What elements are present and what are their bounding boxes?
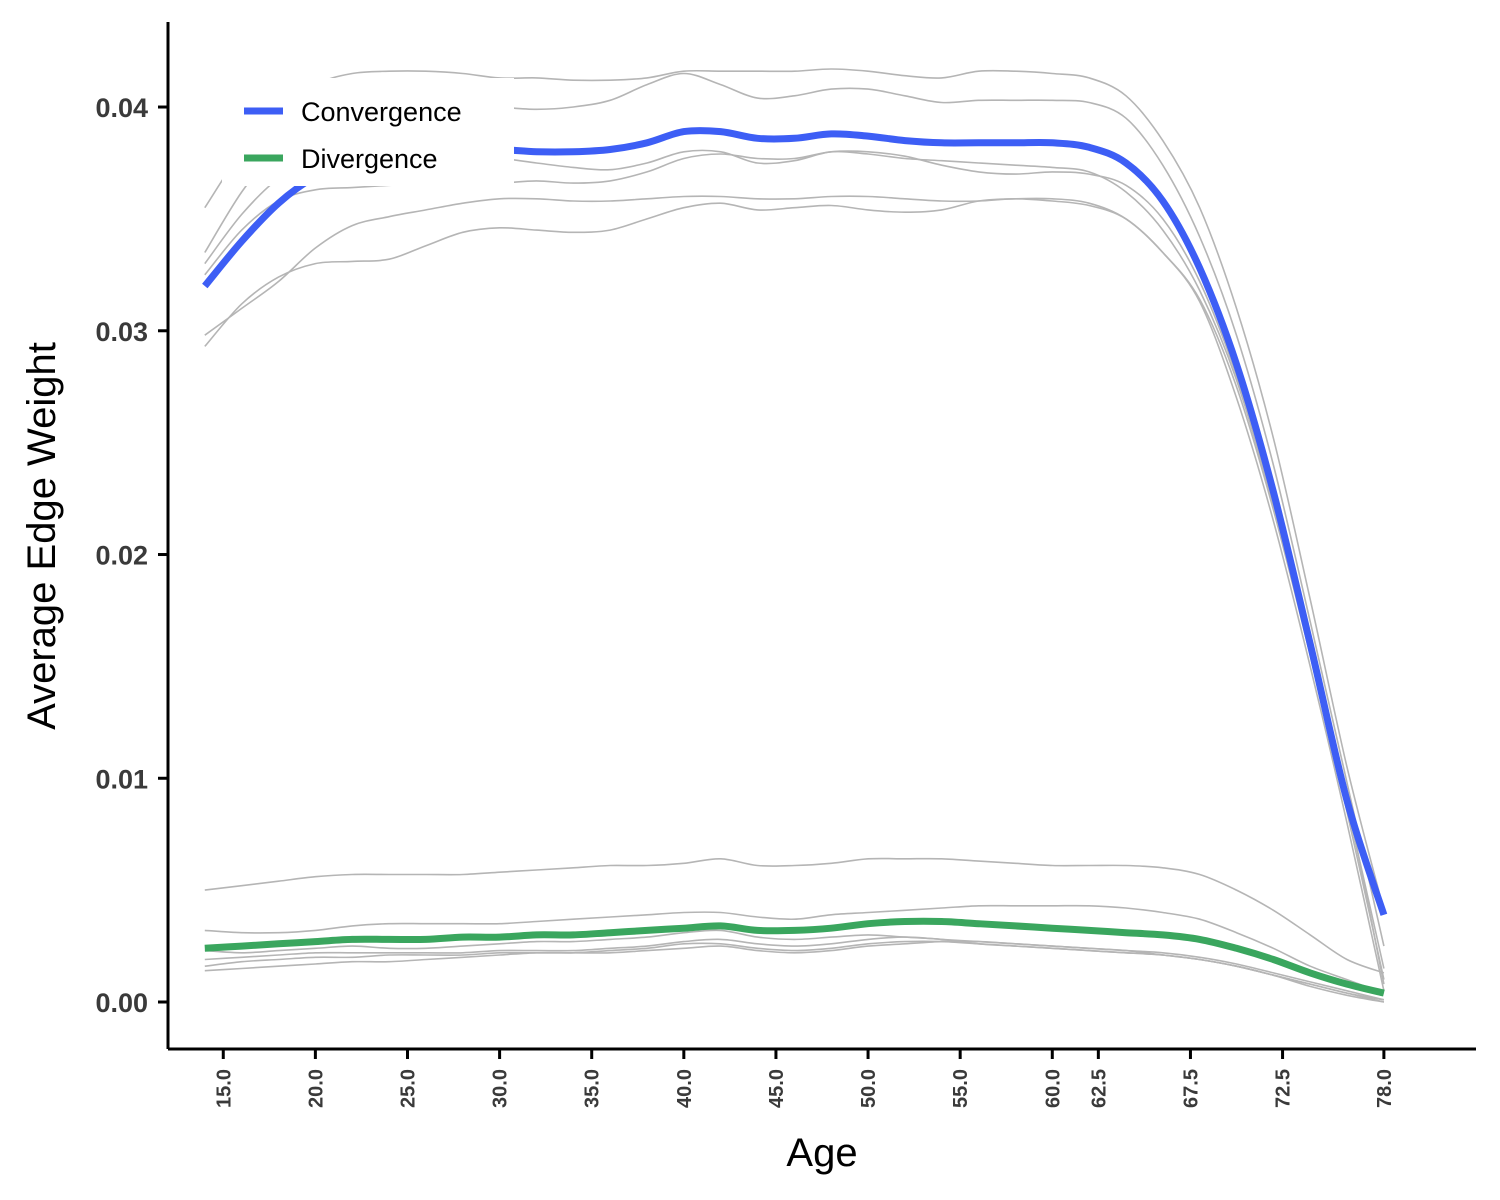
series-line-convergence — [202, 127, 1388, 916]
x-tick-label: 45.0 — [766, 1069, 788, 1108]
legend: Convergence Divergence — [222, 78, 514, 186]
background-line-4 — [204, 150, 1385, 985]
y-axis-title: Average Edge Weight — [20, 342, 64, 730]
y-tick-label: 0.00 — [95, 988, 148, 1018]
y-tick-label: 0.02 — [95, 541, 148, 571]
x-axis-title: Age — [786, 1131, 857, 1175]
background-line-12 — [204, 940, 1385, 1003]
background-line-3 — [204, 149, 1385, 969]
y-tick-label: 0.03 — [95, 317, 148, 347]
legend-label-divergence: Divergence — [301, 144, 438, 174]
x-tick-label: 15.0 — [213, 1069, 235, 1108]
x-tick-label: 20.0 — [305, 1069, 327, 1108]
background-line-2 — [204, 72, 1385, 947]
background-line-1 — [204, 68, 1385, 911]
background-line-11 — [204, 940, 1385, 1003]
legend-label-convergence: Convergence — [301, 97, 462, 127]
y-ticks: 0.00 0.01 0.02 0.03 0.04 — [95, 93, 168, 1018]
y-tick-label: 0.04 — [95, 93, 148, 123]
legend-background — [222, 78, 514, 186]
x-tick-label: 40.0 — [674, 1069, 696, 1108]
x-tick-label: 78.0 — [1374, 1069, 1396, 1108]
x-tick-label: 60.0 — [1042, 1069, 1064, 1108]
series-line-divergence — [204, 917, 1385, 997]
x-tick-label: 25.0 — [397, 1069, 419, 1108]
background-line-7 — [204, 857, 1385, 974]
y-tick-label: 0.01 — [95, 764, 148, 794]
x-tick-label: 30.0 — [490, 1069, 512, 1108]
background-line-8 — [204, 904, 1385, 994]
x-ticks: 15.0 20.0 25.0 30.0 35.0 40.0 45.0 50.0 55.0 60.0… — [213, 1049, 1396, 1108]
axes — [166, 22, 1476, 1051]
background-line-10 — [204, 936, 1385, 1001]
background-line-6 — [204, 197, 1385, 991]
background-lines — [204, 68, 1385, 1003]
x-tick-label: 67.5 — [1180, 1069, 1202, 1108]
background-line-5 — [204, 195, 1385, 980]
x-tick-label: 62.5 — [1088, 1069, 1110, 1108]
x-tick-label: 50.0 — [858, 1069, 880, 1108]
x-tick-label: 35.0 — [582, 1069, 604, 1108]
x-tick-label: 72.5 — [1273, 1069, 1295, 1108]
x-tick-label: 55.0 — [950, 1069, 972, 1108]
